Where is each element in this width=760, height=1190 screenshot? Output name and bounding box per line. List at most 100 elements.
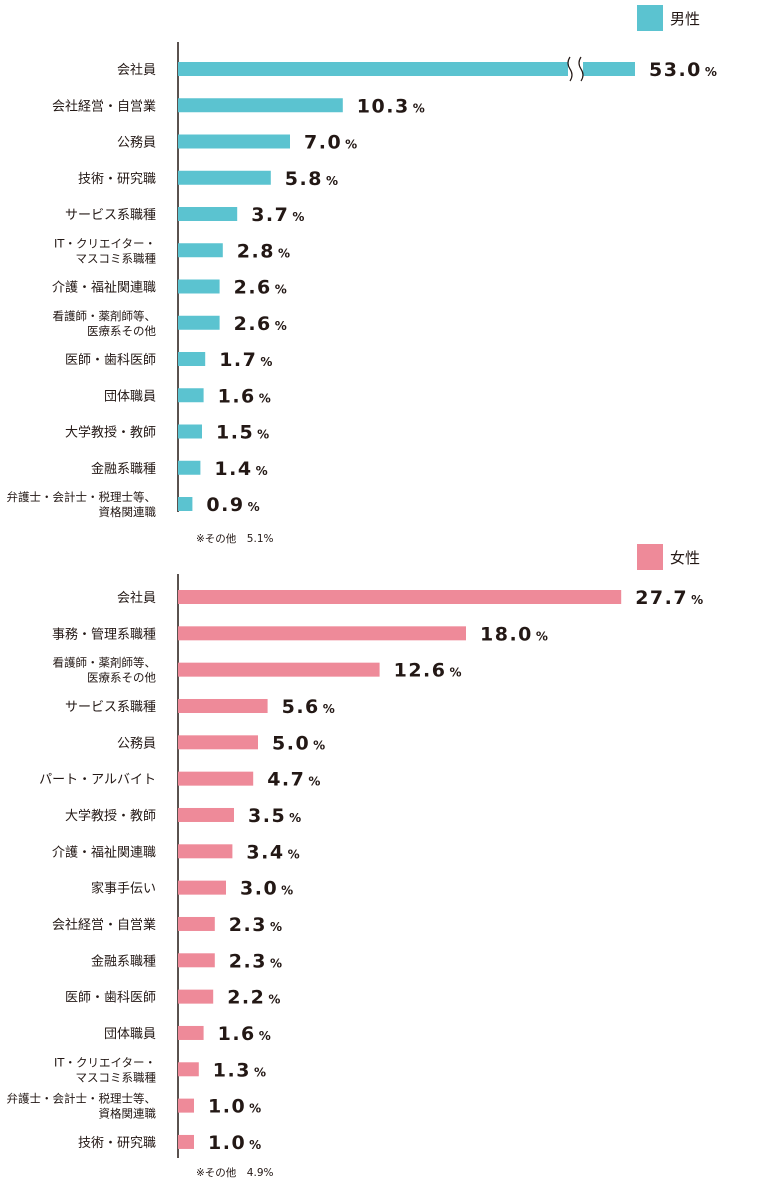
category-label: 家事手伝い bbox=[91, 881, 156, 897]
category-label-line: IT・クリエイター・ bbox=[54, 236, 156, 250]
data-label-unit: % bbox=[254, 1065, 266, 1079]
male-chart: 男性 53.0 % 会社員 10.3 % 会社経営・自営業 7.0 % 公務員 5.8 % 技術・研究職… bbox=[7, 5, 717, 545]
category-label: 事務・管理系職種 bbox=[52, 626, 156, 642]
category-label-line: 大学教授・教師 bbox=[65, 808, 156, 824]
data-label-unit: % bbox=[292, 210, 304, 224]
category-label: 医師・歯科医師 bbox=[65, 353, 156, 368]
category-label-line: 医療系その他 bbox=[87, 324, 156, 338]
data-label-unit: % bbox=[270, 920, 282, 934]
legend-label: 男性 bbox=[670, 10, 700, 28]
category-label: 会社員 bbox=[117, 590, 156, 606]
category-label-line: 団体職員 bbox=[104, 389, 156, 404]
category-label-line: 介護・福祉関連職 bbox=[52, 280, 156, 296]
bar bbox=[178, 62, 635, 76]
category-label: 金融系職種 bbox=[91, 461, 156, 477]
category-label: 看護師・薬剤師等、医療系その他 bbox=[53, 309, 157, 338]
category-label-line: 医師・歯科医師 bbox=[65, 991, 156, 1006]
bar bbox=[178, 424, 202, 439]
category-label-line: IT・クリエイター・ bbox=[54, 1055, 156, 1069]
bar bbox=[178, 989, 214, 1004]
category-label: 会社経営・自営業 bbox=[52, 917, 156, 933]
data-label-unit: % bbox=[326, 174, 338, 188]
bar bbox=[178, 1098, 194, 1113]
category-label-line: 会社員 bbox=[117, 62, 156, 78]
bar bbox=[178, 698, 268, 713]
legend-swatch bbox=[637, 544, 663, 570]
other-note: ※その他 5.1% bbox=[196, 532, 273, 545]
data-label-unit: % bbox=[259, 1029, 271, 1043]
bar bbox=[178, 170, 271, 185]
data-label: 7.0 bbox=[304, 132, 342, 154]
data-label: 10.3 bbox=[357, 95, 410, 117]
data-label: 5.0 bbox=[272, 732, 310, 754]
category-label-line: 資格関連職 bbox=[99, 1107, 157, 1121]
category-label-line: 技術・研究職 bbox=[78, 172, 156, 187]
data-label: 4.7 bbox=[267, 769, 305, 791]
category-label-line: マスコミ系職種 bbox=[76, 251, 157, 265]
category-label: 公務員 bbox=[117, 136, 156, 151]
data-label: 0.9 bbox=[206, 494, 244, 516]
category-label: 大学教授・教師 bbox=[65, 808, 156, 824]
data-label: 5.6 bbox=[282, 696, 320, 718]
category-label: 技術・研究職 bbox=[78, 1136, 156, 1151]
category-label: IT・クリエイター・マスコミ系職種 bbox=[54, 1055, 156, 1084]
category-label-line: 資格関連職 bbox=[99, 505, 157, 519]
data-label: 27.7 bbox=[635, 587, 688, 609]
category-label-line: 看護師・薬剤師等、 bbox=[53, 309, 157, 323]
data-label-unit: % bbox=[275, 319, 287, 333]
category-label-line: 金融系職種 bbox=[91, 461, 156, 477]
data-label-unit: % bbox=[249, 1102, 261, 1116]
category-label: サービス系職種 bbox=[65, 207, 156, 223]
category-label: 団体職員 bbox=[104, 1027, 156, 1042]
data-label: 3.5 bbox=[248, 805, 286, 827]
data-label: 2.3 bbox=[229, 914, 267, 936]
category-label-line: 弁護士・会計士・税理士等、 bbox=[7, 490, 157, 504]
category-label-line: パート・アルバイト bbox=[39, 773, 156, 788]
legend-swatch bbox=[637, 5, 663, 31]
data-label: 1.6 bbox=[218, 385, 256, 407]
data-label: 3.0 bbox=[240, 878, 278, 900]
category-label: 介護・福祉関連職 bbox=[52, 280, 156, 296]
data-label-unit: % bbox=[323, 702, 335, 716]
data-label: 1.5 bbox=[216, 422, 254, 444]
bar bbox=[178, 497, 193, 511]
data-label-unit: % bbox=[278, 246, 290, 260]
data-label-unit: % bbox=[289, 811, 301, 825]
data-label: 1.4 bbox=[214, 458, 252, 480]
category-label-line: 医療系その他 bbox=[87, 671, 156, 685]
bar bbox=[178, 771, 254, 786]
data-label: 2.8 bbox=[237, 240, 275, 262]
bar bbox=[178, 1062, 199, 1077]
bar bbox=[178, 1134, 194, 1149]
category-label-line: 看護師・薬剤師等、 bbox=[53, 656, 157, 670]
data-label-unit: % bbox=[249, 1138, 261, 1152]
data-label-unit: % bbox=[536, 629, 548, 643]
bar bbox=[178, 388, 204, 403]
bar bbox=[178, 662, 380, 677]
category-label: 弁護士・会計士・税理士等、資格関連職 bbox=[7, 1092, 157, 1121]
category-label-line: 医師・歯科医師 bbox=[65, 353, 156, 368]
category-label-line: 会社経営・自営業 bbox=[52, 98, 156, 114]
bar bbox=[178, 626, 466, 641]
category-label: 会社経営・自営業 bbox=[52, 98, 156, 114]
category-label: 会社員 bbox=[117, 62, 156, 78]
bar bbox=[178, 98, 343, 113]
category-label: 介護・福祉関連職 bbox=[52, 844, 156, 860]
data-label: 1.0 bbox=[208, 1096, 246, 1118]
other-note: ※その他 4.9% bbox=[196, 1166, 273, 1179]
data-label: 1.7 bbox=[219, 349, 257, 371]
data-label-unit: % bbox=[288, 847, 300, 861]
data-label-unit: % bbox=[691, 593, 703, 607]
data-label-unit: % bbox=[268, 993, 280, 1007]
category-label-line: 介護・福祉関連職 bbox=[52, 844, 156, 860]
female-chart: 女性 27.7 % 会社員 18.0 % 事務・管理系職種 12.6 % 看護師・薬剤師等、医療系… bbox=[7, 544, 703, 1179]
category-label: 技術・研究職 bbox=[78, 172, 156, 187]
axis-break-mark bbox=[567, 56, 573, 82]
bar bbox=[178, 953, 215, 968]
bar bbox=[178, 315, 220, 330]
category-label-line: 事務・管理系職種 bbox=[52, 626, 156, 642]
data-label: 1.0 bbox=[208, 1132, 246, 1154]
data-label-unit: % bbox=[308, 775, 320, 789]
category-label: 看護師・薬剤師等、医療系その他 bbox=[53, 656, 157, 685]
